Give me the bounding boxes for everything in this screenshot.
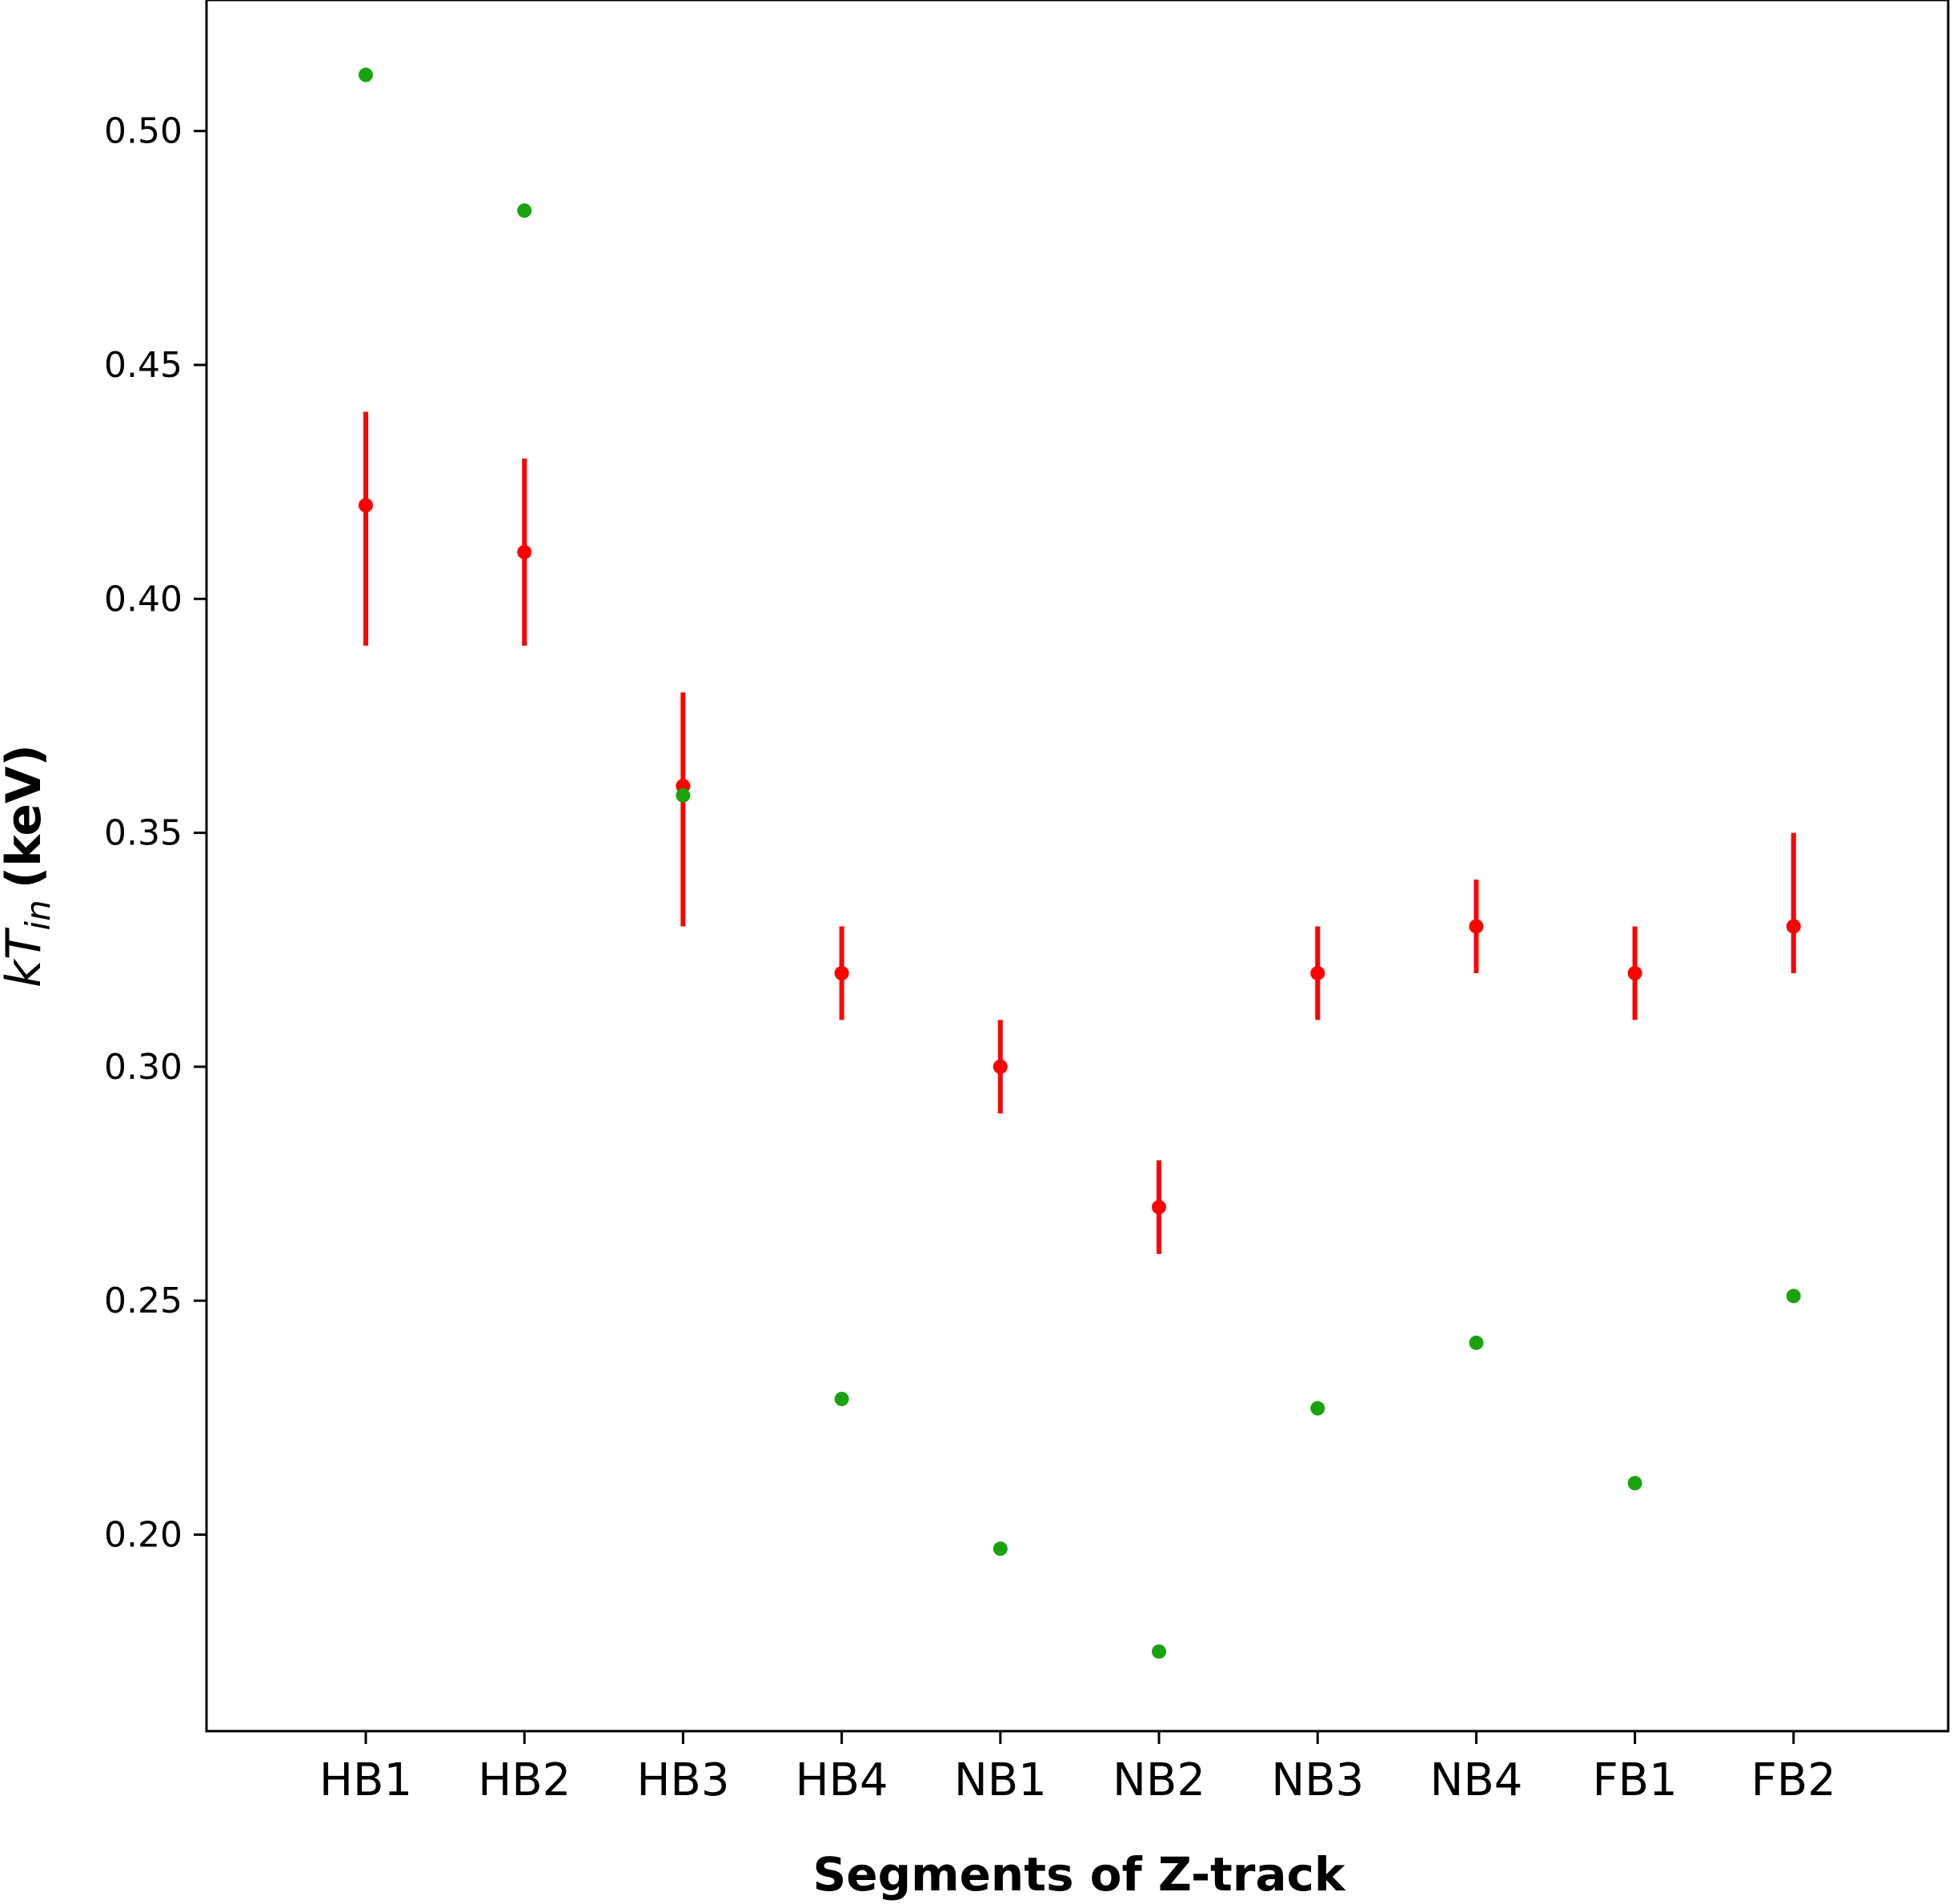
data-point-series-2 [1152,1644,1166,1659]
y-tick-label: 0.30 [104,1047,182,1088]
data-point-series-2 [1310,1401,1325,1416]
x-tick-label: NB2 [1113,1754,1205,1806]
data-point-series-2 [1786,1289,1801,1304]
data-point-series-2 [517,203,532,218]
data-point-series-1 [1310,965,1325,980]
data-point-series-2 [993,1541,1008,1557]
x-tick-label: NB3 [1271,1754,1364,1806]
x-tick-label: FB1 [1592,1754,1677,1806]
data-point-series-2 [676,788,691,803]
data-point-series-2 [1469,1335,1484,1350]
y-tick-label: 0.25 [104,1281,182,1321]
data-point-series-2 [1627,1476,1642,1491]
data-point-series-2 [359,67,373,82]
data-points [359,67,1801,1659]
x-tick-label: HB3 [636,1754,729,1806]
y-tick-label: 0.50 [104,111,182,152]
y-tick-label: 0.20 [104,1514,182,1555]
data-point-series-1 [359,498,373,513]
data-point-series-1 [834,965,849,980]
y-axis-ticks: 0.20 0.25 0.30 0.35 0.40 0.45 0.50 [104,111,207,1555]
y-axis-label: kTin (keV) [0,744,58,988]
data-point-series-1 [1786,919,1801,934]
x-tick-label: HB1 [319,1754,412,1806]
y-axis-label-unit: (keV) [0,744,52,888]
error-bars [363,411,1796,1254]
data-point-series-1 [1469,919,1484,934]
x-tick-label: FB2 [1751,1754,1836,1806]
x-axis-ticks: HB1 HB2 HB3 HB4 NB1 NB2 NB3 NB4 FB1 FB2 [319,1731,1836,1806]
y-axis-label-subscript: in [18,900,58,930]
x-tick-label: NB4 [1430,1754,1522,1806]
data-point-series-1 [1627,965,1642,980]
x-tick-label: NB1 [954,1754,1047,1806]
x-tick-label: HB4 [796,1754,888,1806]
data-point-series-1 [993,1059,1008,1074]
y-tick-label: 0.40 [104,579,182,619]
x-axis-label: Segments of Z-track [813,1847,1346,1902]
y-tick-label: 0.45 [104,345,182,386]
plot-frame [205,0,1950,1733]
y-tick-label: 0.35 [104,813,182,854]
data-point-series-2 [834,1391,849,1406]
data-point-series-1 [1152,1200,1166,1215]
x-tick-label: HB2 [478,1754,571,1806]
data-point-series-1 [517,544,532,559]
y-axis-label-variable: kT [0,927,52,988]
